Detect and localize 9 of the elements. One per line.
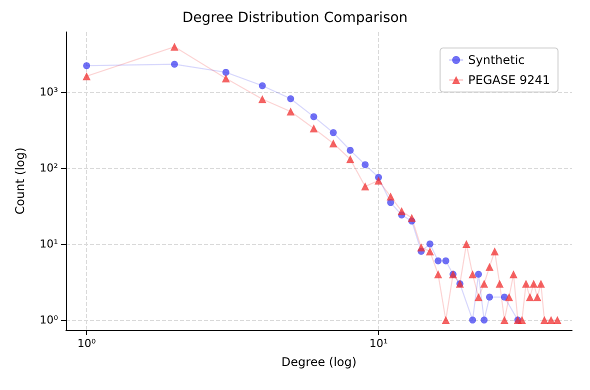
y-axis-title: Count (log) [13,147,27,215]
x-axis-title: Degree (log) [281,355,357,369]
legend-label: PEGASE 9241 [468,73,550,87]
y-tick-label: 10⁰ [40,314,59,327]
y-tick-label: 10¹ [40,237,58,250]
y-tick-label: 10³ [40,85,58,98]
legend-label: Synthetic [468,53,525,67]
chart-title: Degree Distribution Comparison [182,10,408,26]
y-tick-label: 10² [40,161,58,174]
